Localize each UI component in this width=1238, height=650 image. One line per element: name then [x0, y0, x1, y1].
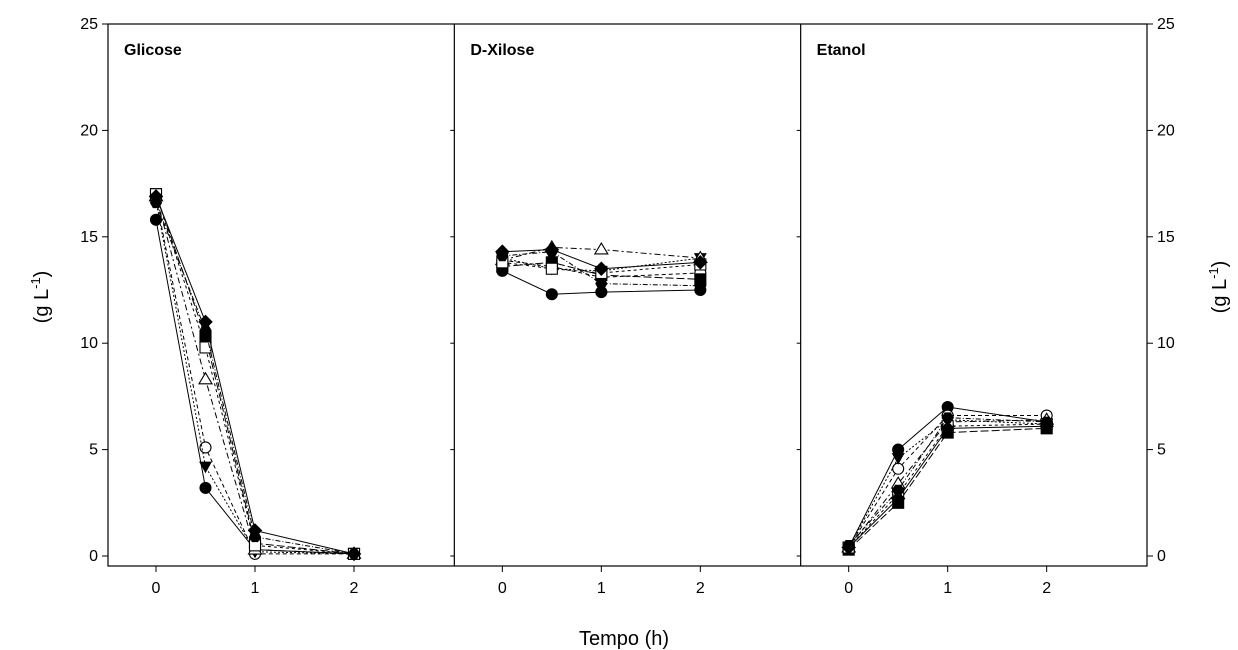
data-point: [594, 261, 609, 276]
data-point: [199, 461, 212, 474]
chart-frame: [107, 23, 1148, 567]
y-axis-title-left: (g L-1): [28, 271, 53, 324]
series-line: [155, 196, 355, 555]
panel-title: D-Xilose: [470, 42, 534, 59]
data-point: [545, 246, 558, 258]
panel-title: Etanol: [817, 42, 866, 59]
series: [148, 189, 362, 562]
series-line: [502, 270, 701, 295]
series-line: [502, 246, 701, 261]
data-point: [593, 241, 609, 255]
x-tick-label: 2: [350, 580, 359, 597]
series-line: [848, 425, 1047, 548]
series-line: [848, 417, 1047, 546]
series: [494, 239, 708, 266]
series: [148, 188, 362, 559]
x-tick-label: 0: [152, 580, 161, 597]
series: [842, 422, 1053, 556]
series-line: [848, 415, 1047, 548]
series-line: [155, 202, 355, 555]
y-tick-label-left: 5: [89, 442, 98, 459]
y-axis-title-right: (g L-1): [1206, 261, 1231, 314]
x-tick-label: 2: [696, 580, 705, 597]
data-point: [1040, 416, 1053, 428]
series: [842, 412, 1053, 551]
x-axis-title: Tempo (h): [579, 628, 669, 650]
series: [149, 197, 361, 560]
x-tick-label: 2: [1042, 580, 1051, 597]
panel-glicose: Glicose 0 1 2: [124, 42, 362, 597]
series-line: [502, 251, 701, 287]
series: [842, 418, 1053, 554]
series-line: [848, 419, 1047, 548]
plot-border: [107, 23, 1148, 567]
y-tick-label-right: 0: [1157, 548, 1166, 565]
series-line: [502, 261, 701, 280]
y-tick-label-right: 25: [1157, 16, 1175, 33]
y-tick-label-left: 25: [80, 16, 98, 33]
series-line: [155, 196, 355, 555]
x-tick-label: 1: [597, 580, 606, 597]
y-tick-label-left: 15: [80, 229, 98, 246]
series: [149, 188, 361, 560]
series: [149, 188, 361, 560]
series-layer: Glicose 0 1 2 D-Xilose 0 1 2 Etanol 0 1 2: [124, 42, 1055, 597]
data-point: [890, 491, 906, 506]
panel-etanol: Etanol 0 1 2: [817, 42, 1055, 597]
y-tick-label-left: 0: [89, 548, 98, 565]
series-line: [502, 257, 701, 272]
data-point: [199, 441, 212, 454]
axes: 0 0 5 5 10 10 15 15 20 20 25 25: [80, 16, 1175, 565]
series: [149, 195, 361, 561]
data-point: [892, 484, 905, 496]
series-line: [155, 219, 355, 555]
data-point: [149, 197, 163, 209]
data-point: [545, 288, 558, 301]
y-tick-label-right: 10: [1157, 335, 1175, 352]
series: [841, 418, 1054, 555]
x-tick-label: 0: [844, 580, 853, 597]
x-tick-label: 1: [251, 580, 260, 597]
series: [149, 192, 361, 560]
series-line: [848, 419, 1047, 548]
panel-d-xilose: D-Xilose 0 1 2: [470, 42, 708, 597]
y-tick-label-right: 20: [1157, 122, 1175, 139]
data-point: [545, 262, 558, 275]
series: [496, 246, 707, 292]
series-line: [502, 261, 701, 274]
series-line: [155, 200, 355, 555]
data-point: [199, 341, 212, 354]
y-tick-label-left: 10: [80, 335, 98, 352]
data-point: [347, 548, 361, 560]
data-point: [248, 531, 262, 543]
series-line: [502, 249, 701, 270]
data-point: [199, 481, 212, 494]
data-point: [693, 255, 708, 270]
series-line: [155, 194, 355, 555]
series-line: [848, 406, 1047, 548]
data-point: [199, 325, 212, 336]
series: [149, 213, 361, 560]
data-point: [694, 280, 707, 292]
data-point: [198, 371, 213, 385]
data-point: [940, 421, 955, 436]
data-point: [842, 540, 855, 551]
data-point: [941, 412, 954, 423]
data-point: [496, 250, 509, 262]
panel-title: Glicose: [124, 42, 182, 59]
data-point: [595, 278, 608, 289]
x-tick-label: 0: [498, 580, 507, 597]
data-point: [892, 462, 905, 475]
series-line: [155, 194, 355, 555]
series-line: [848, 423, 1047, 548]
data-point: [891, 453, 905, 465]
x-tick-label: 1: [943, 580, 952, 597]
y-tick-label-left: 20: [80, 122, 98, 139]
y-tick-label-right: 15: [1157, 229, 1175, 246]
y-tick-label-right: 5: [1157, 442, 1166, 459]
series-line: [155, 198, 354, 555]
series-line: [848, 427, 1047, 550]
